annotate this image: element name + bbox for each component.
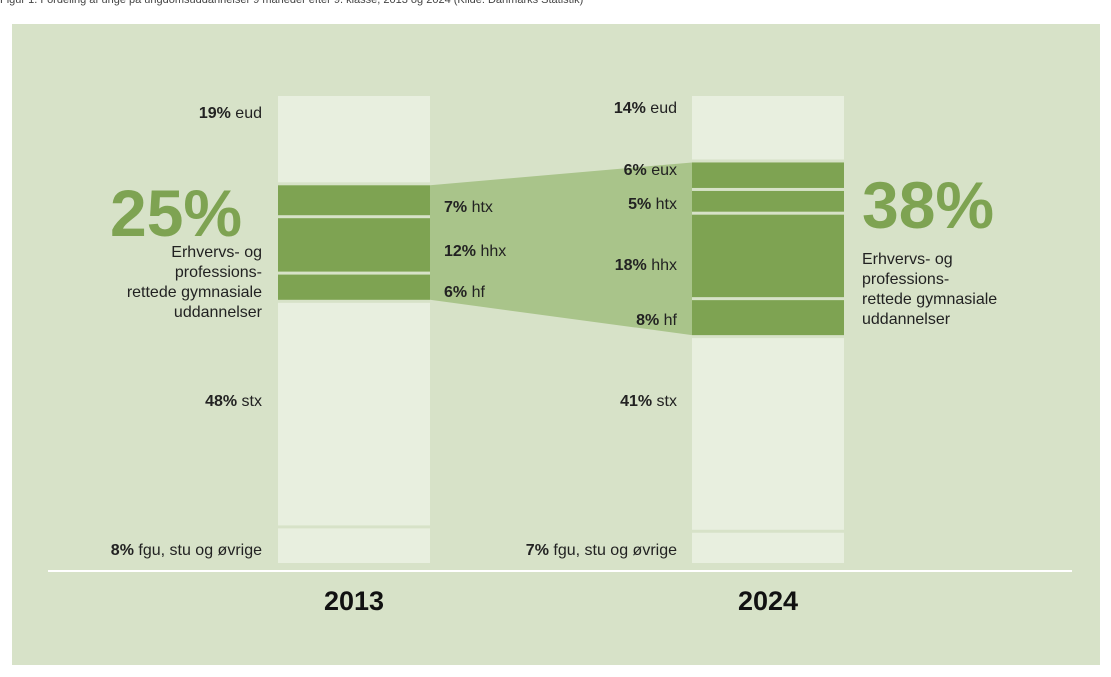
- label-2013-eud: 19% eud: [198, 105, 262, 122]
- highlight-desc-2013: Erhvervs- og professions- rettede gymnas…: [126, 244, 262, 321]
- bar-2024-stx: [692, 338, 844, 530]
- label-2013-stx: 48% stx: [205, 393, 262, 410]
- bar-2013-fgu-stu-og-vrige: [278, 528, 430, 563]
- bar-2013-htx: [278, 185, 430, 216]
- label-2013-htx: 7% htx: [444, 199, 493, 216]
- label-2024-eux: 6% eux: [623, 162, 677, 179]
- bar-2013-hhx: [278, 218, 430, 272]
- highlight-value-2013: 25%: [110, 176, 243, 250]
- highlight-desc-2024: Erhvervs- og professions- rettede gymnas…: [862, 251, 998, 328]
- label-2024-eud: 14% eud: [613, 100, 677, 117]
- bar-2013-stx: [278, 302, 430, 526]
- highlight-band-layer: [430, 162, 692, 336]
- bar-2024-htx: [692, 190, 844, 212]
- highlight-value-2024: 38%: [862, 168, 995, 242]
- label-2024-hf: 8% hf: [636, 312, 677, 329]
- bar-2013-hf: [278, 274, 430, 300]
- label-2024-htx: 5% htx: [628, 196, 677, 213]
- chart-panel: [12, 24, 1100, 665]
- label-2024-other: 7% fgu, stu og øvrige: [525, 542, 677, 559]
- highlight-connector-band: [430, 162, 692, 336]
- label-2013-other: 8% fgu, stu og øvrige: [110, 542, 262, 559]
- label-2013-hhx: 12% hhx: [444, 243, 507, 260]
- label-2013-hf: 6% hf: [444, 284, 485, 301]
- bar-2024-eud: [692, 96, 844, 160]
- bar-2024-hhx: [692, 214, 844, 298]
- bar-2024-fgu-stu-og-vrige: [692, 532, 844, 563]
- bar-2013-eud: [278, 96, 430, 183]
- x-tick-2013: 2013: [323, 586, 385, 616]
- figure-caption: Figur 1. Fordeling af unge på ungdomsudd…: [0, 0, 584, 6]
- label-2024-stx: 41% stx: [620, 393, 677, 410]
- bar-2024-eux: [692, 162, 844, 188]
- bar-2024-hf: [692, 300, 844, 336]
- x-tick-2024: 2024: [737, 586, 799, 616]
- label-2024-hhx: 18% hhx: [614, 257, 677, 274]
